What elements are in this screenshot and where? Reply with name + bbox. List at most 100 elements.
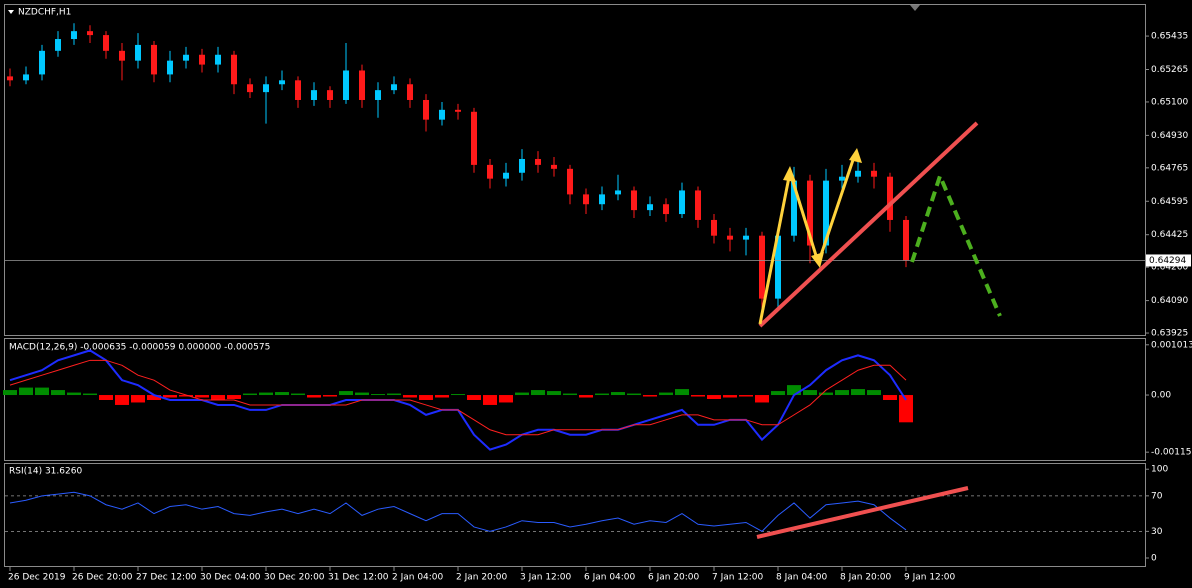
menu-arrow[interactable] <box>8 10 14 14</box>
symbol-title: NZDCHF,H1 <box>18 8 71 18</box>
arrow <box>788 171 820 263</box>
candle-body <box>487 164 493 179</box>
x-tick-label: 27 Dec 12:00 <box>136 573 197 583</box>
candle-body <box>407 84 413 100</box>
histogram-bar <box>659 392 673 396</box>
rsi-trend-line <box>756 486 969 539</box>
histogram-bar <box>611 392 625 396</box>
histogram-bar <box>83 393 97 396</box>
histogram-bar <box>131 395 145 403</box>
candle-body <box>23 74 29 81</box>
x-tick-label: 2 Jan 20:00 <box>456 573 508 583</box>
y-tick-label: 0 <box>1151 554 1157 564</box>
histogram-bar <box>275 392 289 396</box>
candle-body <box>359 70 365 100</box>
candle-body <box>887 176 893 220</box>
y-tick-label: 70 <box>1151 491 1163 501</box>
candle-body <box>551 164 557 169</box>
histogram-bar <box>883 395 897 400</box>
histogram-bar <box>243 393 257 396</box>
macd-line <box>9 359 907 436</box>
x-tick-label: 31 Dec 12:00 <box>328 573 389 583</box>
shift-marker <box>910 5 920 11</box>
candle-body <box>455 109 461 112</box>
candle-body <box>599 194 605 205</box>
histogram-bar <box>723 395 737 398</box>
histogram-bar <box>771 391 785 396</box>
candle-body <box>103 35 109 51</box>
y-tick-label: 0.001013 <box>1151 340 1192 350</box>
histogram-bar <box>323 395 337 397</box>
histogram-bar <box>835 390 849 396</box>
histogram-bar <box>563 393 577 396</box>
arrow <box>758 171 792 325</box>
candle-body <box>247 84 253 93</box>
y-tick-label: 0.63925 <box>1151 329 1188 339</box>
arrow <box>816 153 857 265</box>
y-tick-label: 0.64595 <box>1151 197 1188 207</box>
y-tick-label: 0.64930 <box>1151 131 1188 141</box>
candle-body <box>343 70 349 100</box>
y-tick-label: 0.00 <box>1151 391 1171 401</box>
candle-body <box>615 190 621 195</box>
x-tick-label: 9 Jan 12:00 <box>904 573 956 583</box>
histogram-bar <box>35 387 49 396</box>
macd-panel <box>4 338 1146 461</box>
y-tick-label: 30 <box>1151 527 1163 537</box>
histogram-bar <box>867 390 881 396</box>
candle-body <box>151 44 157 75</box>
candle-body <box>423 99 429 120</box>
candle-body <box>567 168 573 195</box>
rsi-line <box>9 491 907 532</box>
histogram-bar <box>307 395 321 398</box>
y-tick-label: 0.64765 <box>1151 163 1188 173</box>
candle-body <box>39 50 45 75</box>
x-tick-label: 26 Dec 2019 <box>8 573 66 583</box>
candle-body <box>263 84 269 93</box>
histogram-bar <box>739 395 753 397</box>
x-tick-label: 30 Dec 04:00 <box>200 573 261 583</box>
x-tick-label: 8 Jan 20:00 <box>840 573 892 583</box>
histogram-bar <box>115 395 129 405</box>
histogram-bar <box>451 394 465 396</box>
histogram-bar <box>419 395 433 400</box>
candle-body <box>535 158 541 165</box>
histogram-bar <box>291 393 305 396</box>
x-tick-label: 30 Dec 20:00 <box>264 573 325 583</box>
candle-body <box>631 190 637 211</box>
candle-body <box>391 84 397 91</box>
histogram-bar <box>547 391 561 396</box>
candle-body <box>183 54 189 61</box>
trend-line <box>758 121 979 328</box>
y-tick-label: 100 <box>1151 465 1168 475</box>
x-tick-label: 7 Jan 12:00 <box>712 573 764 583</box>
histogram-bar <box>387 393 401 396</box>
arrow-head <box>849 148 862 163</box>
candle-body <box>743 235 749 240</box>
histogram-bar <box>211 395 225 400</box>
price-panel <box>4 4 1146 336</box>
y-tick-label: -0.001152 <box>1151 448 1192 458</box>
candle-body <box>839 176 845 181</box>
y-tick-label: 0.65100 <box>1151 97 1188 107</box>
candle-body <box>231 54 237 85</box>
candle-body <box>583 194 589 205</box>
histogram-bar <box>899 395 913 423</box>
candle-body <box>775 235 781 299</box>
histogram-bar <box>627 393 641 396</box>
candle-body <box>519 158 525 173</box>
histogram-bar <box>595 393 609 396</box>
rsi-title: RSI(14) 31.6260 <box>9 467 82 477</box>
histogram-bar <box>227 395 241 399</box>
candle-body <box>71 31 77 40</box>
histogram-bar <box>483 395 497 405</box>
histogram-bar <box>371 394 385 396</box>
x-tick-label: 6 Jan 20:00 <box>648 573 700 583</box>
candle-body <box>55 39 61 51</box>
histogram-bar <box>675 389 689 396</box>
candle-body <box>135 44 141 61</box>
candle-body <box>647 204 653 211</box>
rsi-panel <box>4 463 1146 567</box>
histogram-bar <box>579 395 593 398</box>
